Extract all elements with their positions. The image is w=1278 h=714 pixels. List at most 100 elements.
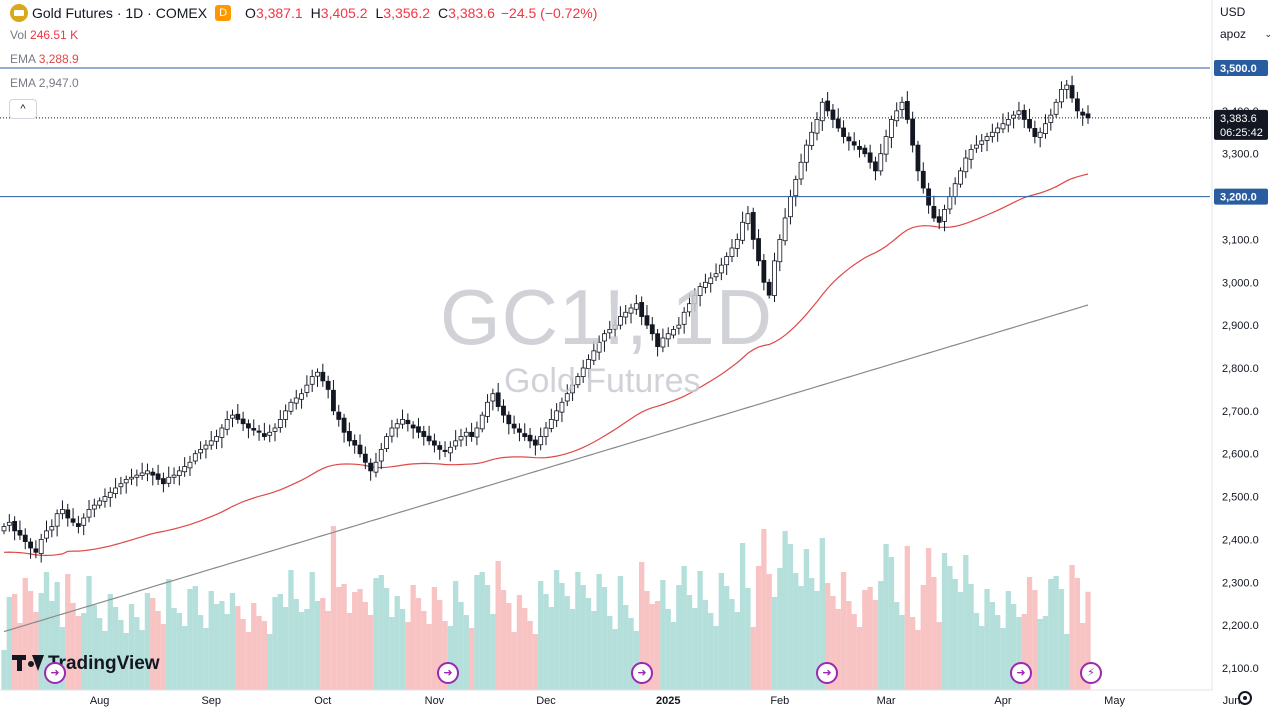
candle-body [915,144,921,172]
y-tick-label: 2,700.0 [1222,406,1259,418]
candle-body [421,431,427,437]
candle-body [750,212,756,240]
candle-body [703,281,708,288]
candle-body [617,316,623,326]
candle-body [984,136,990,141]
candle-body [931,206,937,219]
volume-bar [681,566,687,690]
y-tick-label: 2,100.0 [1222,663,1259,675]
volume-bar [989,602,996,690]
candle-body [570,384,575,394]
volume-bar [1021,614,1027,690]
candle-body [6,521,12,526]
collapse-legend-button[interactable]: ^ [9,99,37,119]
candle-body [586,359,591,369]
volume-bar [352,592,358,690]
volume-bar [176,613,183,690]
candle-body [97,500,103,506]
volume-bar [957,592,964,690]
volume-bar [192,586,198,690]
candle-body [713,273,719,278]
volume-bar [952,579,958,690]
candle-body [442,449,448,452]
flash-icon[interactable]: ⚡ [1080,662,1102,684]
y-tick-label: 2,800.0 [1222,363,1259,375]
volume-bar [878,581,884,690]
volume-bar [213,604,220,690]
candle-body [288,401,294,412]
candlestick-series [1,75,1091,563]
candle-body [60,509,65,515]
tradingview-logo[interactable]: TradingView [12,653,160,675]
candle-body [485,401,490,417]
candle-body [772,260,777,296]
volume-bar [495,561,501,690]
candle-body [272,427,278,432]
candle-body [54,513,60,527]
volume-bar [617,576,624,690]
candle-body [665,333,671,340]
volume-bar [867,587,873,690]
dividend-arrow-icon[interactable]: ➜ [816,662,838,684]
x-tick-label: Dec [536,695,556,707]
data-delay-badge[interactable]: D [215,5,232,21]
volume-bar [426,624,432,690]
candle-body [1032,128,1038,137]
volume-bar [150,598,156,690]
dividend-arrow-icon[interactable]: ➜ [1010,662,1032,684]
gear-icon[interactable] [1238,691,1252,705]
time-axis: AugSepOctNovDec2025FebMarAprMayJunJul [0,689,1240,707]
volume-bar [846,601,852,690]
ohlc-low: L3,356.2 [375,5,431,21]
candle-body [400,419,405,425]
volume-bar [623,605,629,690]
dividend-arrow-icon[interactable]: ➜ [631,662,653,684]
currency-selector[interactable]: USD [1220,5,1246,19]
candle-body [633,303,639,310]
candle-body [644,315,650,326]
volume-bar [453,581,459,690]
candle-body [123,479,129,484]
candle-body [995,127,1001,134]
volume-bar [915,630,921,690]
volume-bar [697,571,703,690]
legend-ema-slow[interactable]: EMA 2,947.0 [10,76,79,90]
volume-bar [931,577,937,690]
volume-bar [692,608,698,690]
watermark-name: Gold Futures [504,362,701,400]
candle-body [182,466,188,473]
candle-body [506,414,512,425]
candle-body [75,523,81,527]
legend-ema-fast[interactable]: EMA 3,288.9 [10,52,79,66]
legend-volume[interactable]: Vol 246.51 K [10,28,79,42]
candle-body [803,144,809,163]
dividend-arrow-icon[interactable]: ➜ [437,662,459,684]
volume-bar [761,529,767,690]
scale-mode-selector[interactable]: apoz ⌄ [1215,24,1276,44]
candle-body [261,433,267,437]
candle-body [1069,85,1075,99]
candle-body [219,427,225,438]
candle-body [113,487,118,494]
volume-bar [830,596,836,690]
volume-bar [293,599,299,690]
volume-bar [1069,565,1075,690]
candle-body [910,118,916,146]
candle-body [495,392,501,407]
dividend-arrow-icon[interactable]: ➜ [44,662,66,684]
candle-body [1016,110,1022,115]
candle-body [389,427,395,437]
candle-body [947,196,953,210]
volume-bar [49,601,55,690]
volume-bar [240,619,246,690]
volume-bar [511,632,517,690]
candle-body [304,384,310,393]
volume-bar [219,601,225,690]
candle-body [251,428,257,431]
candle-body [782,217,788,242]
candle-body [697,286,703,296]
candle-body [203,444,209,450]
symbol-title[interactable]: Gold Futures · 1D · COMEX [32,5,208,21]
candle-body [474,427,480,438]
